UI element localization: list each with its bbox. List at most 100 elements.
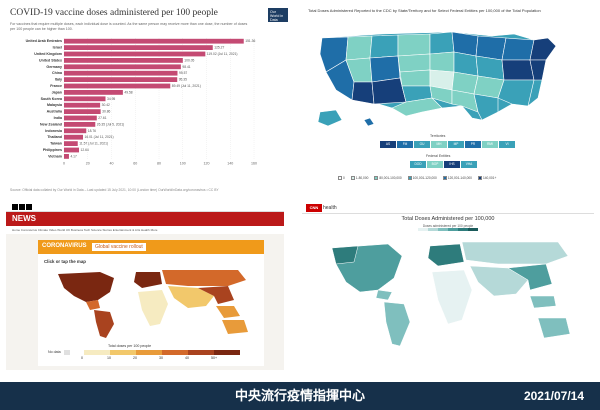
- value-label: 95.57: [179, 71, 187, 75]
- x-tick-label: 60: [133, 162, 137, 166]
- cecc-label: 中央流行疫情指揮中心: [234, 388, 365, 403]
- cnn-legend-title: Doses administered per 100 people: [422, 224, 474, 228]
- country-label: United States: [39, 58, 62, 62]
- cnn-header: CNN health: [302, 202, 594, 214]
- territory-box[interactable]: PR: [465, 141, 481, 148]
- country-label: China: [52, 71, 63, 75]
- territory-box[interactable]: AS: [380, 141, 396, 148]
- owid-chart-title: COVID-19 vaccine doses administered per …: [10, 8, 218, 18]
- legend-item: 100,001-120,000: [407, 176, 437, 180]
- bar: [64, 70, 178, 76]
- us-choropleth-map[interactable]: [302, 20, 594, 135]
- bbc-world-map[interactable]: [38, 266, 264, 340]
- value-label: 26.35 (Jul 5, 2021): [97, 122, 125, 126]
- cnn-world-map[interactable]: [302, 234, 594, 364]
- x-tick-label: 40: [110, 162, 114, 166]
- country-label: United Kingdom: [34, 52, 62, 56]
- value-label: 100.05: [184, 58, 194, 62]
- value-label: 30.42: [102, 103, 110, 107]
- country-label: Indonesia: [45, 129, 63, 133]
- value-label: 11.57 (Jul 11, 2021): [79, 142, 108, 146]
- owid-chart-subtitle: For vaccines that require multiple doses…: [10, 22, 248, 31]
- territory-box[interactable]: MP: [448, 141, 464, 148]
- value-label: 18.76: [88, 129, 96, 133]
- owid-bar-chart: 0 20 40 60 80 100 120 140 160 United Arab Emirate…: [26, 38, 257, 166]
- bar: [64, 77, 178, 82]
- cdc-map-title: Total Doses Administered Reported to the…: [308, 8, 541, 13]
- value-label: 151.36: [245, 39, 255, 43]
- bbc-legend-title: Total doses per 100 people: [108, 344, 152, 348]
- bar: [64, 122, 96, 127]
- x-tick-label: 140: [227, 162, 233, 166]
- owid-vaccine-chart-panel: COVID-19 vaccine doses administered per …: [6, 4, 296, 196]
- bbc-legend-tick: 0: [81, 356, 83, 360]
- legend-swatch: [338, 176, 342, 180]
- legend-label: 120,001-140,000: [447, 176, 472, 180]
- legend-item: 140,001+: [477, 176, 497, 180]
- territory-box[interactable]: GU: [414, 141, 430, 148]
- territory-box[interactable]: RMI: [482, 141, 498, 148]
- bbc-legend-swatch: [84, 350, 110, 355]
- country-label: New Zealand: [40, 122, 62, 126]
- global-rollout-tag: Global vaccine rollout: [92, 243, 146, 251]
- bbc-legend-tick: 30: [159, 356, 163, 360]
- bar: [64, 115, 97, 121]
- no-data-swatch: [64, 350, 70, 355]
- country-label: Israel: [53, 46, 62, 50]
- legend-swatch: [350, 176, 355, 180]
- cnn-health-label: health: [323, 205, 337, 211]
- territories-label: Territories: [430, 134, 446, 138]
- bbc-legend-swatch: [162, 350, 188, 355]
- no-data-label: No data: [48, 350, 61, 354]
- bar: [64, 141, 78, 146]
- cnn-world-map-panel: CNN health Total Doses Administered per …: [302, 202, 594, 370]
- country-label: Italy: [55, 78, 62, 82]
- x-tick-label: 120: [204, 162, 210, 166]
- legend-item: 80,001-100,000: [374, 176, 402, 180]
- bbc-legend-tick: 50+: [211, 356, 218, 360]
- federal-entity-box[interactable]: BOP: [427, 161, 443, 168]
- value-label: 30.86: [102, 110, 110, 114]
- bbc-vaccine-map-panel: NEWS Home Coronavirus Climate Video Worl…: [6, 202, 284, 370]
- value-label: 95.35: [179, 78, 187, 82]
- bbc-map-legend: No data Total doses per 100 people 0 10 20 30…: [48, 344, 258, 364]
- bar: [64, 128, 87, 134]
- territory-box[interactable]: VI: [499, 141, 515, 148]
- country-label: France: [50, 84, 62, 88]
- country-label: Thailand: [47, 135, 62, 139]
- bbc-legend-swatch: [214, 350, 240, 355]
- legend-swatch: [374, 176, 379, 180]
- x-tick-label: 100: [180, 162, 186, 166]
- bar: [64, 38, 244, 44]
- federal-entity-box[interactable]: DOD: [410, 161, 426, 168]
- legend-label: 140,001+: [482, 176, 497, 180]
- legend-label: 0: [343, 176, 345, 180]
- bbc-nav-bar[interactable]: Home Coronavirus Climate Video World UK …: [6, 226, 284, 234]
- bbc-legend-swatch: [110, 350, 136, 355]
- territory-box[interactable]: MH: [431, 141, 447, 148]
- territories-row: AS FM GU MH MP PR RMI VI: [380, 141, 515, 148]
- bbc-legend-swatch: [136, 350, 162, 355]
- legend-label: 80,001-100,000: [379, 176, 402, 180]
- x-tick-label: 20: [86, 162, 90, 166]
- legend-item: 120,001-140,000: [442, 176, 472, 180]
- legend-swatch: [407, 176, 412, 180]
- bbc-top-bar: [6, 202, 284, 212]
- bar: [64, 147, 80, 153]
- value-label: 4.17: [70, 154, 77, 158]
- value-label: 125.27: [214, 46, 224, 50]
- bar: [64, 154, 69, 159]
- value-label: 16.01 (Jul 11, 2021): [85, 135, 114, 139]
- country-label: Vietnam: [48, 154, 62, 158]
- federal-entity-box[interactable]: IHS: [444, 161, 460, 168]
- value-label: 119.02 (Jul 11, 2021): [207, 52, 238, 56]
- federal-entity-box[interactable]: VHA: [461, 161, 477, 168]
- cnn-legend-swatch: [428, 228, 438, 231]
- bar: [64, 83, 171, 89]
- value-label: 49.58: [124, 90, 132, 94]
- country-label: Germany: [46, 65, 62, 69]
- x-tick-label: 0: [63, 162, 65, 166]
- cdc-map-legend: 0 1-80,000 80,001-100,000 100,001-120,000 12…: [338, 176, 496, 180]
- click-map-hint: Click or tap the map: [44, 259, 86, 264]
- territory-box[interactable]: FM: [397, 141, 413, 148]
